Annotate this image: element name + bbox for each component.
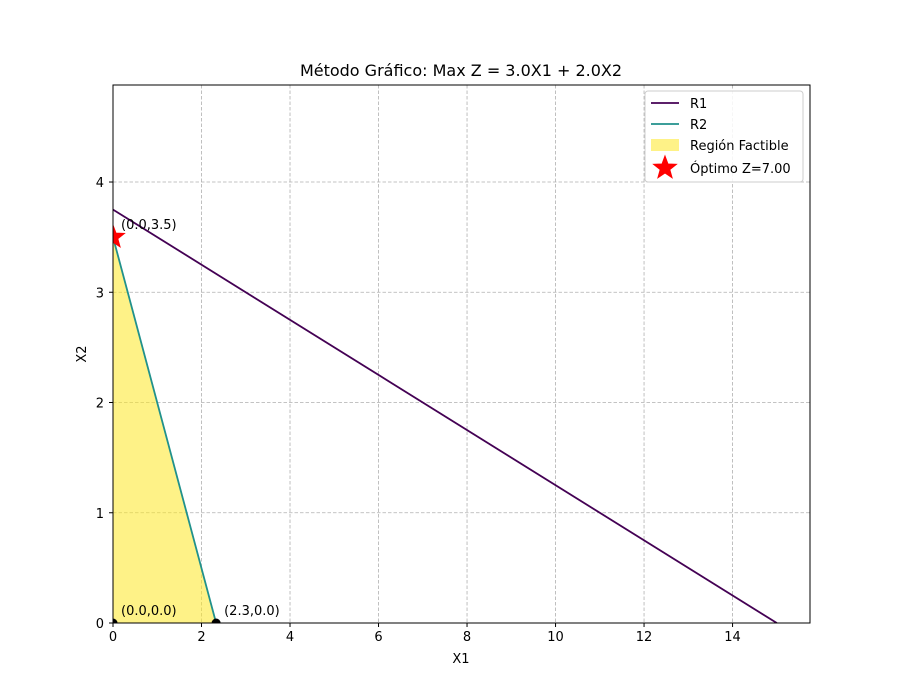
x-tick-label: 10 bbox=[547, 630, 564, 645]
x-tick-label: 6 bbox=[374, 630, 382, 645]
x-axis-label: X1 bbox=[452, 652, 469, 667]
vertex-label: (0.0,0.0) bbox=[121, 604, 177, 619]
legend: R1 R2 Región Factible Óptimo Z=7.00 bbox=[644, 90, 804, 183]
vertex-label: (2.3,0.0) bbox=[224, 604, 280, 619]
y-tick-label: 4 bbox=[96, 176, 104, 191]
plot-frame bbox=[112, 84, 811, 624]
optimum-star bbox=[113, 223, 126, 249]
x-tick-label: 0 bbox=[109, 630, 117, 645]
y-tick-label: 2 bbox=[96, 397, 104, 412]
vertex-label: (0.0,3.5) bbox=[121, 218, 177, 233]
y-tick-label: 1 bbox=[96, 507, 104, 522]
legend-label-r1: R1 bbox=[690, 97, 707, 112]
gridlines bbox=[112, 85, 810, 624]
x-tick-label: 2 bbox=[197, 630, 205, 645]
line-r2 bbox=[113, 236, 217, 623]
chart-title: Método Gráfico: Max Z = 3.0X1 + 2.0X2 bbox=[300, 61, 622, 80]
x-tick-label: 8 bbox=[463, 630, 471, 645]
x-tick-label: 4 bbox=[286, 630, 294, 645]
legend-swatch-optimum bbox=[652, 154, 678, 179]
x-tick-label: 12 bbox=[636, 630, 653, 645]
legend-box bbox=[644, 90, 804, 183]
line-r1 bbox=[113, 208, 778, 623]
y-tick-label: 3 bbox=[96, 286, 104, 301]
legend-label-r2: R2 bbox=[690, 118, 707, 133]
legend-label-optimum: Óptimo Z=7.00 bbox=[690, 161, 791, 177]
legend-swatch-region bbox=[651, 139, 679, 151]
y-tick-label: 0 bbox=[96, 617, 104, 632]
vertex-point bbox=[211, 618, 221, 623]
plot-area: (0.0,0.0) (2.3,0.0)(0.0,3.5)0 2 4 6 8 10 12 1401… bbox=[96, 84, 811, 645]
x-tick-label: 14 bbox=[724, 630, 741, 645]
vertex-point bbox=[113, 618, 118, 623]
legend-label-region: Región Factible bbox=[690, 139, 789, 154]
y-axis-label: X2 bbox=[75, 345, 90, 362]
plot-content bbox=[113, 208, 778, 623]
